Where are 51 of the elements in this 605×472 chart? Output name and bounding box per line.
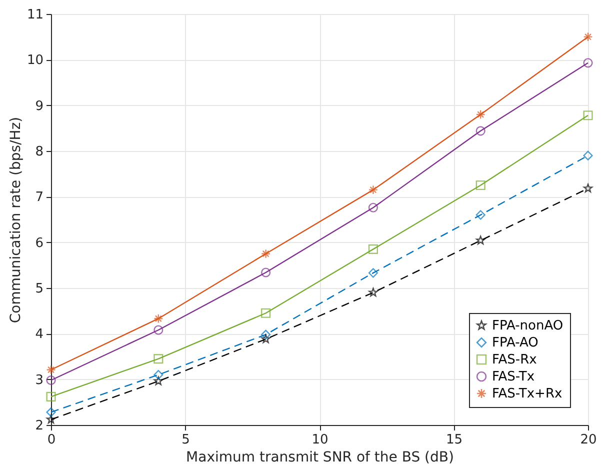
point [476,126,486,136]
y-tick-label: 3 [35,372,44,388]
point [46,407,56,417]
point [476,180,486,190]
point [154,376,163,386]
point [154,354,164,364]
x-tick-label: 20 [580,432,597,448]
legend-label: FAS-Rx [492,352,538,368]
point [261,330,271,340]
point [368,185,378,195]
x-tick-label: 5 [182,432,190,448]
point [46,364,56,375]
point [261,334,270,344]
point [368,288,378,297]
point [476,210,486,220]
y-tick-label: 11 [26,8,44,22]
legend-label: FAS-Tx+Rx [492,386,562,402]
point [261,268,271,278]
y-tick-label: 2 [35,418,44,434]
point [154,325,164,335]
point [583,58,593,68]
point [46,375,56,386]
y-tick-label: 10 [26,53,44,68]
point [46,392,56,402]
x-tick-label: 0 [47,432,56,448]
point [476,110,486,120]
point [368,268,378,278]
y-tick-label: 6 [35,236,44,251]
legend-label: FAS-Tx [492,370,535,384]
y-tick-label: 8 [35,144,44,160]
point [583,150,593,160]
legend-label: FPA-AO [492,336,538,350]
point [476,236,486,244]
point [583,110,593,120]
point [583,184,593,192]
x-axis-title: Maximum transmit SNR of the BS (dB) [186,450,454,466]
x-tick-label: 10 [312,432,328,448]
point [154,314,164,324]
x-tick-label: 15 [446,432,463,448]
legend-label: FPA-nonAO [492,318,564,334]
y-tick-label: 4 [35,327,44,342]
point [368,202,378,212]
point [368,244,378,254]
point [583,32,593,42]
point [261,308,271,318]
y-axis-title: Communication rate (bps/Hz) [8,116,24,324]
y-tick-label: 5 [35,282,44,296]
point [154,370,164,380]
point [261,248,271,259]
y-tick-label: 9 [35,98,44,114]
y-tick-label: 7 [35,190,44,206]
